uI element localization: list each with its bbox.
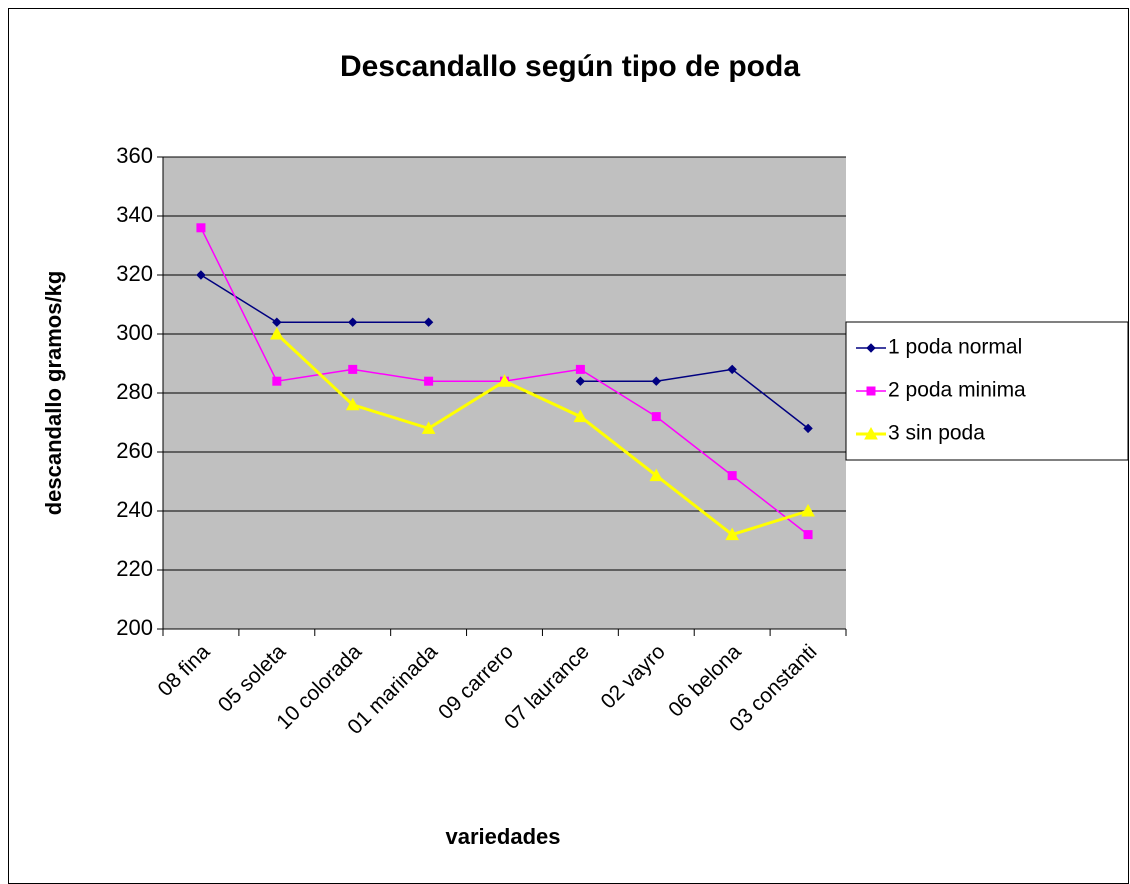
data-point (272, 317, 282, 327)
data-point (803, 423, 813, 434)
legend-label: 1 poda normal (888, 336, 1022, 359)
data-point (348, 317, 358, 327)
series-line (275, 332, 809, 537)
chart-title: Descandallo según tipo de poda (340, 50, 800, 83)
data-point (424, 376, 434, 386)
data-point (649, 468, 664, 482)
data-point (725, 527, 740, 541)
data-point (575, 364, 585, 374)
data-point (803, 530, 813, 540)
legend-marker (866, 343, 876, 353)
y-tick-label: 220 (116, 556, 153, 581)
legend-marker (866, 386, 876, 396)
y-tick-label: 300 (116, 320, 153, 345)
data-point (651, 376, 661, 386)
legend-label: 3 sin poda (888, 422, 985, 445)
y-tick-label: 280 (116, 379, 153, 404)
data-point (269, 326, 284, 340)
data-point (348, 364, 358, 374)
data-point (573, 409, 588, 423)
data-point (196, 223, 206, 233)
legend-marker (864, 426, 878, 440)
y-tick-label: 200 (116, 615, 153, 640)
x-axis-label: variedades (446, 824, 561, 849)
series-line (200, 274, 809, 429)
data-point (272, 376, 282, 386)
data-point (727, 471, 737, 481)
y-tick-label: 260 (116, 438, 153, 463)
y-tick-label: 320 (116, 261, 153, 286)
y-tick-label: 240 (116, 497, 153, 522)
y-tick-label: 340 (116, 202, 153, 227)
y-tick-label: 360 (116, 143, 153, 168)
data-point (727, 364, 737, 375)
legend (845, 321, 1129, 461)
data-point (196, 270, 206, 280)
data-point (345, 397, 360, 411)
data-point (421, 421, 436, 434)
data-point (651, 412, 661, 422)
data-point (497, 374, 512, 387)
data-point (801, 503, 815, 517)
legend-label: 2 poda minima (888, 379, 1026, 402)
data-point (575, 376, 586, 386)
data-point (423, 317, 434, 327)
y-axis-label: descandallo gramos/kg (41, 271, 66, 516)
